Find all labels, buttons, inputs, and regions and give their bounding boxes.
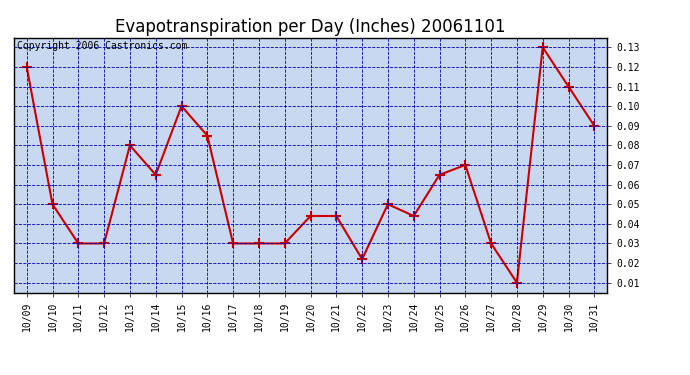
Title: Evapotranspiration per Day (Inches) 20061101: Evapotranspiration per Day (Inches) 2006… (115, 18, 506, 36)
Text: Copyright 2006 Castronics.com: Copyright 2006 Castronics.com (17, 41, 187, 51)
